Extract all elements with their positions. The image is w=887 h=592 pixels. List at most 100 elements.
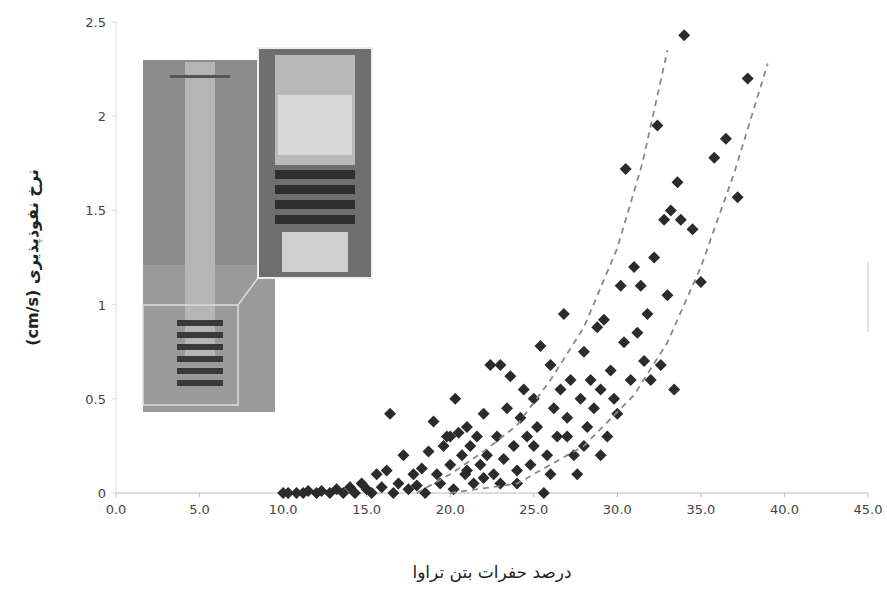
y-tick-label: 1	[98, 298, 106, 313]
data-point	[528, 393, 540, 405]
data-point	[625, 374, 637, 386]
data-point	[565, 374, 577, 386]
x-tick-label: 15.0	[352, 502, 381, 517]
data-point	[548, 402, 560, 414]
y-tick	[112, 116, 116, 117]
data-point	[651, 120, 663, 132]
data-point	[381, 464, 393, 476]
x-tick-label: 30.0	[603, 502, 632, 517]
x-axis-line	[116, 493, 868, 494]
data-point	[620, 163, 632, 175]
x-tick	[784, 493, 785, 497]
data-point	[575, 393, 587, 405]
data-point	[732, 191, 744, 203]
data-point	[665, 204, 677, 216]
data-point	[720, 133, 732, 145]
y-tick-label: 0.5	[85, 392, 106, 407]
y-tick	[112, 22, 116, 23]
data-point	[611, 408, 623, 420]
data-point	[438, 440, 450, 452]
x-tick	[116, 493, 117, 497]
y-tick	[112, 304, 116, 305]
data-point	[661, 289, 673, 301]
data-point	[541, 449, 553, 461]
data-point	[605, 365, 617, 377]
data-point	[397, 449, 409, 461]
x-tick-label: 40.0	[770, 502, 799, 517]
data-point	[366, 487, 378, 499]
data-point	[628, 261, 640, 273]
data-point	[678, 29, 690, 41]
y-tick	[112, 210, 116, 211]
data-point	[581, 421, 593, 433]
plot-area	[277, 29, 768, 499]
data-point	[504, 370, 516, 382]
data-point	[392, 478, 404, 490]
data-point	[521, 430, 533, 442]
data-point	[488, 468, 500, 480]
x-axis-title: درصد حفرات بتن تراوا	[412, 562, 571, 582]
x-tick	[533, 493, 534, 497]
x-tick	[700, 493, 701, 497]
x-tick	[617, 493, 618, 497]
data-point	[555, 383, 567, 395]
data-point	[608, 393, 620, 405]
data-point	[494, 359, 506, 371]
data-point	[618, 336, 630, 348]
x-tick-label: 35.0	[686, 502, 715, 517]
frame-mark	[868, 262, 869, 332]
data-point	[708, 152, 720, 164]
data-point	[444, 430, 456, 442]
data-point	[468, 478, 480, 490]
y-tick-label: 1.5	[85, 203, 106, 218]
data-point	[478, 472, 490, 484]
data-point	[631, 327, 643, 339]
data-point	[449, 393, 461, 405]
data-point	[474, 459, 486, 471]
data-point	[491, 430, 503, 442]
data-point	[641, 308, 653, 320]
data-point	[671, 176, 683, 188]
envelope-line	[450, 63, 768, 493]
data-point	[658, 214, 670, 226]
data-point	[416, 463, 428, 475]
data-point	[524, 459, 536, 471]
data-point	[558, 308, 570, 320]
data-point	[544, 359, 556, 371]
data-point	[595, 383, 607, 395]
data-point	[498, 453, 510, 465]
data-point	[376, 481, 388, 493]
data-point	[384, 408, 396, 420]
data-point	[508, 440, 520, 452]
x-tick-label: 10.0	[269, 502, 298, 517]
data-point	[648, 252, 660, 264]
data-point	[695, 276, 707, 288]
data-point	[349, 487, 361, 499]
data-point	[511, 464, 523, 476]
data-point	[571, 468, 583, 480]
data-point	[578, 346, 590, 358]
y-tick	[112, 493, 116, 494]
data-point	[675, 214, 687, 226]
data-point	[501, 402, 513, 414]
chart: 0.05.010.015.020.025.030.035.040.045.000…	[0, 0, 887, 592]
x-tick-label: 25.0	[519, 502, 548, 517]
data-point	[461, 421, 473, 433]
data-point	[544, 468, 556, 480]
y-tick-label: 2.5	[85, 15, 106, 30]
data-point	[588, 402, 600, 414]
data-point	[464, 440, 476, 452]
data-point	[528, 440, 540, 452]
y-axis-line	[116, 22, 117, 493]
data-point	[431, 468, 443, 480]
data-point	[645, 374, 657, 386]
data-point	[534, 340, 546, 352]
data-point	[302, 485, 314, 497]
data-point	[638, 355, 650, 367]
x-tick-label: 45.0	[854, 502, 883, 517]
data-point	[538, 487, 550, 499]
inset-photo	[143, 48, 372, 412]
data-point	[456, 449, 468, 461]
y-axis-title: نرخ نفوذپذیری (cm/s)	[23, 169, 43, 345]
data-point	[478, 408, 490, 420]
